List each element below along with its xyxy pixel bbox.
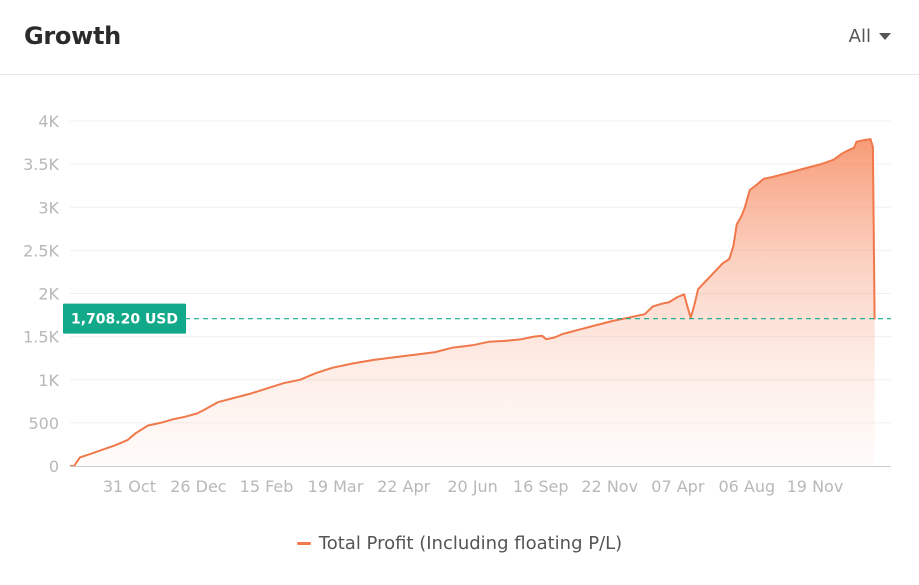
y-tick-label: 0 [49, 457, 59, 476]
chart-header: Growth All [0, 0, 919, 75]
y-tick-label: 500 [28, 414, 59, 433]
x-tick-label: 19 Nov [787, 477, 844, 496]
y-tick-label: 3.5K [23, 155, 59, 174]
x-tick-label: 16 Sep [513, 477, 569, 496]
chart-legend[interactable]: Total Profit (Including floating P/L) [0, 533, 919, 554]
x-tick-label: 31 Oct [103, 477, 156, 496]
x-tick-label: 19 Mar [308, 477, 364, 496]
y-tick-label: 3K [38, 198, 59, 217]
x-tick-label: 06 Aug [718, 477, 775, 496]
legend-label-total-profit: Total Profit (Including floating P/L) [318, 533, 623, 554]
legend-swatch [296, 542, 311, 545]
x-tick-label: 26 Dec [170, 477, 226, 496]
x-tick-label: 20 Jun [447, 477, 497, 496]
period-filter-label: All [848, 26, 871, 47]
current-value-badge [63, 303, 186, 334]
x-tick-label: 07 Apr [651, 477, 705, 496]
page-title: Growth [24, 22, 121, 50]
y-tick-label: 1K [38, 371, 59, 390]
x-tick-label: 15 Feb [240, 477, 294, 496]
y-tick-label: 4K [38, 112, 59, 131]
y-tick-label: 2.5K [23, 241, 59, 260]
series-area-fill [70, 139, 875, 466]
period-filter-dropdown[interactable]: All [849, 26, 891, 47]
y-tick-label: 1.5K [23, 328, 59, 347]
y-tick-label: 2K [38, 285, 59, 304]
caret-down-icon [879, 33, 891, 40]
x-tick-label: 22 Apr [377, 477, 431, 496]
x-tick-label: 22 Nov [581, 477, 638, 496]
current-value-label: 1,708.20 USD [71, 312, 178, 328]
growth-chart: 0 500 1K 1.5K 2K 2.5K 3K 3.5K 4K 31 Oct 26 Dec 15 F… [23, 112, 891, 496]
series-line-total-profit [70, 138, 876, 467]
